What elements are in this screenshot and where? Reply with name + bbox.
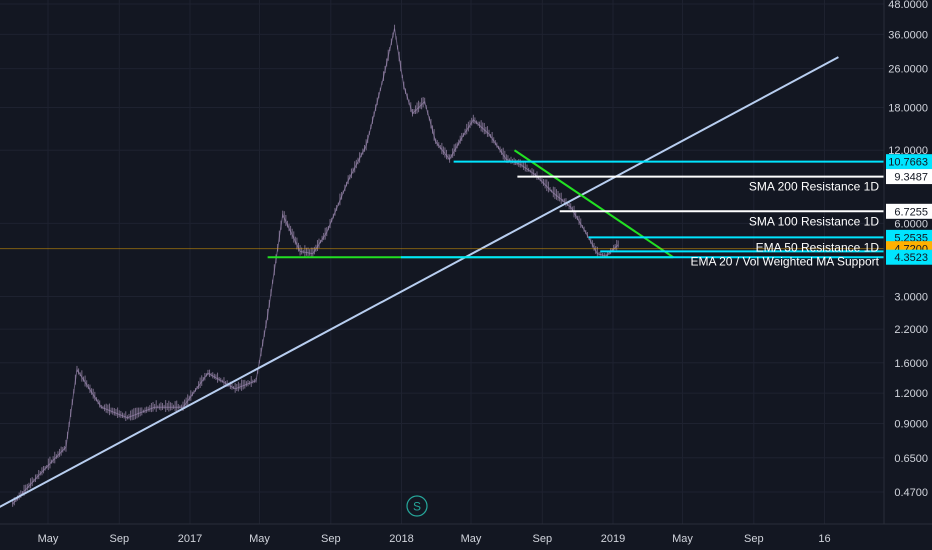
x-tick-label: 2018 [389,533,413,545]
drawn-lines [0,56,884,508]
price-axis-label-bg [886,203,932,219]
y-tick-label: 36.0000 [888,29,928,41]
series-badge-label: S [413,500,421,514]
grid [0,0,884,524]
level-annotation: SMA 200 Resistance 1D [749,180,879,194]
x-tick-label: May [38,533,59,545]
price-axis-label-text: 6.7255 [894,206,928,218]
level-annotation: SMA 100 Resistance 1D [749,214,879,228]
y-tick-label: 2.2000 [894,324,928,336]
x-tick-label: May [461,533,482,545]
price-axis-label-bg [886,229,932,245]
y-axis[interactable]: 48.000036.000026.000018.000012.00006.000… [883,0,932,524]
y-tick-label: 6.0000 [894,218,928,230]
price-axis-label[interactable]: 6.7255 [886,203,932,219]
x-tick-label: Sep [321,533,341,545]
price-line [12,28,619,505]
x-tick-label: 2019 [601,533,625,545]
y-tick-label: 1.2000 [894,388,928,400]
triangle-upper-line [513,149,674,259]
y-tick-label: 0.6500 [894,453,928,465]
y-tick-label: 0.4700 [894,487,928,499]
price-axis-label-bg [886,169,932,185]
annotations: SMA 200 Resistance 1D SMA 100 Resistance … [690,180,879,269]
price-axis-label-text: 9.3487 [894,172,928,184]
price-axis-label-text: 4.3523 [894,252,928,264]
x-axis-panel [0,524,932,550]
price-axis-label[interactable]: 4.3523 [886,249,932,265]
y-tick-label: 3.0000 [894,291,928,303]
price-axis-label-text: 10.7663 [888,157,928,169]
series-badge[interactable]: S [406,495,428,517]
y-tick-label: 26.0000 [888,64,928,76]
y-tick-label: 0.9000 [894,418,928,430]
price-series [12,24,619,507]
x-tick-label: May [249,533,270,545]
x-tick-label: 2017 [178,533,202,545]
price-axis-label[interactable]: 10.7663 [886,154,932,170]
y-tick-label: 18.0000 [888,102,928,114]
level-annotation: EMA 50 Resistance 1D [756,240,880,254]
price-axis-label-bg [886,154,932,170]
level-annotation: EMA 20 / Vol Weighted MA Support [690,254,879,268]
x-tick-label: Sep [109,533,129,545]
x-tick-label: 16 [818,533,830,545]
x-tick-label: Sep [744,533,764,545]
x-tick-label: Sep [533,533,553,545]
price-axis-label-bg [886,249,932,265]
y-tick-label: 1.6000 [894,358,928,370]
y-tick-label: 48.0000 [888,0,928,11]
x-axis[interactable]: May Sep 2017 May Sep 2018 May Sep 2019 May Sep 16 [0,523,932,550]
x-tick-label: May [672,533,693,545]
long-trendline [0,56,839,508]
price-axis-label[interactable]: 9.3487 [886,169,932,185]
